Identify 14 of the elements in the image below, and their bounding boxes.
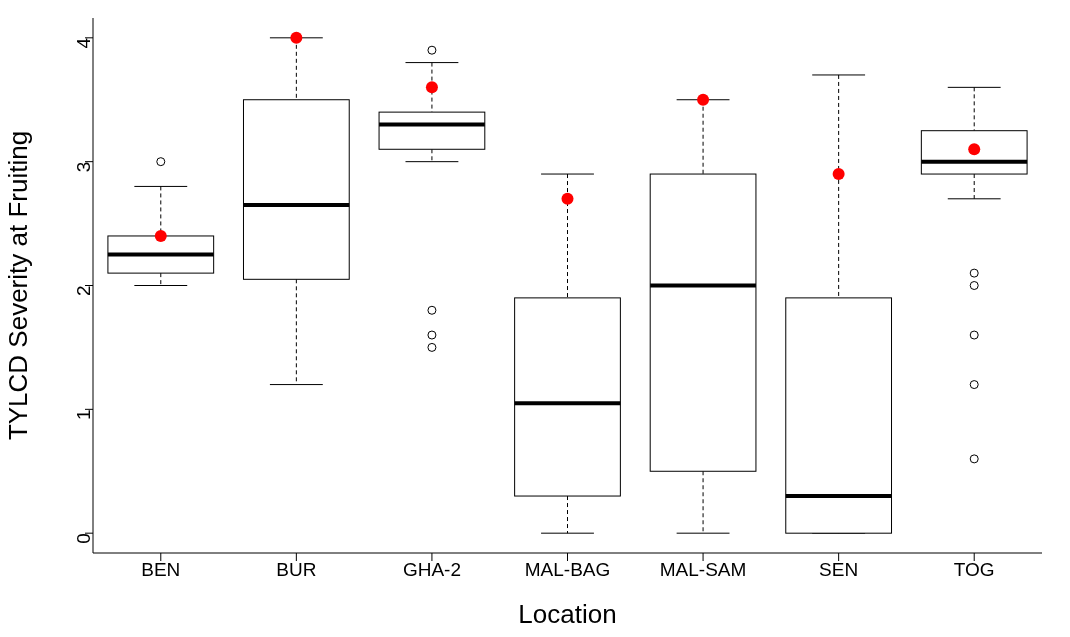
y-tick-label: 0 (72, 533, 94, 544)
x-tick-label: MAL-BAG (524, 559, 611, 581)
x-tick-label: SEN (819, 559, 859, 581)
y-tick-label: 1 (72, 409, 94, 420)
x-tick-label: GHA-2 (402, 559, 461, 581)
x-tick-label: MAL-SAM (659, 559, 747, 581)
y-tick-label: 4 (72, 37, 94, 49)
x-axis-title: Location (518, 599, 617, 629)
x-tick-label: BUR (276, 559, 317, 581)
y-tick-label: 3 (72, 161, 94, 173)
y-axis-title: TYLCD Severity at Fruiting (3, 130, 34, 441)
y-tick-label: 2 (72, 285, 94, 297)
x-tick-label: BEN (141, 559, 181, 581)
x-tick-label: TOG (953, 559, 995, 581)
